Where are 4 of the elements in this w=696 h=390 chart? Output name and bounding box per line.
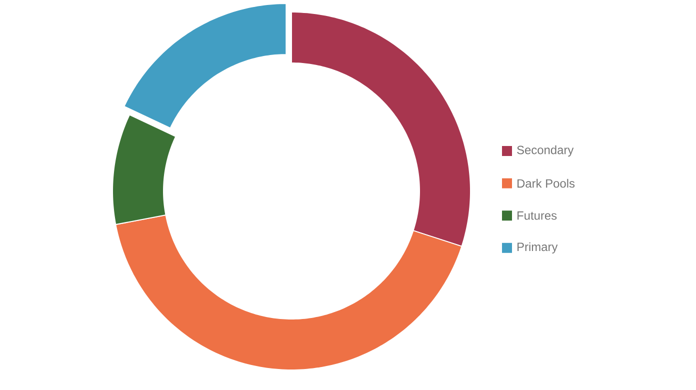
legend-label: Dark Pools — [518, 178, 575, 188]
legend-label: Primary — [518, 242, 558, 254]
legend-label: Secondary — [517, 145, 574, 157]
legend-label: Futures — [518, 211, 557, 220]
